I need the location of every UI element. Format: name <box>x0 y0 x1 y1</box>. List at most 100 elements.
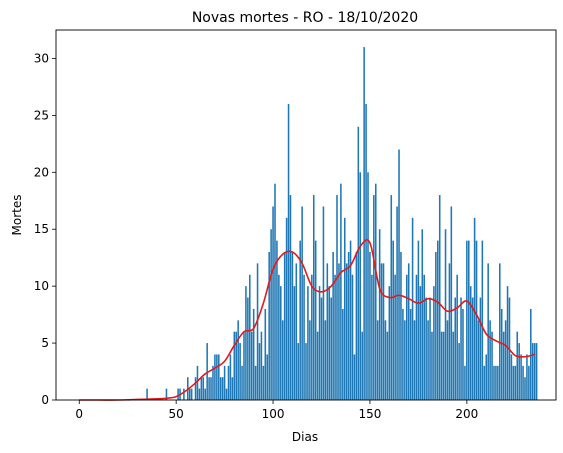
bar <box>326 263 329 400</box>
bar <box>427 320 429 400</box>
bar <box>309 320 311 400</box>
bar <box>254 365 257 400</box>
bar <box>268 252 270 400</box>
bar <box>392 240 394 400</box>
bar <box>297 343 300 400</box>
bar <box>524 377 526 400</box>
y-axis-ticks: 0 5 10 15 20 25 30 <box>34 51 56 407</box>
bar <box>404 320 406 400</box>
bar <box>285 217 288 400</box>
bar <box>208 377 210 400</box>
bar <box>518 343 520 400</box>
bar <box>252 308 255 400</box>
bar <box>353 354 356 400</box>
bar <box>340 183 342 400</box>
bar <box>330 297 332 400</box>
bar <box>487 263 489 400</box>
y-tick-label: 5 <box>41 336 49 350</box>
bar <box>440 331 443 400</box>
bar <box>212 365 214 400</box>
bar <box>479 297 482 400</box>
bar <box>291 252 294 400</box>
bar <box>520 354 522 400</box>
bar <box>413 320 416 400</box>
bar <box>535 343 538 400</box>
bar <box>378 229 381 400</box>
bar <box>361 331 363 400</box>
bar <box>530 308 532 400</box>
bar <box>425 297 427 400</box>
bar <box>196 365 199 400</box>
bar <box>332 252 334 400</box>
bar <box>365 104 367 400</box>
bar <box>491 331 493 400</box>
bar <box>198 388 201 400</box>
bar <box>380 263 383 400</box>
bar <box>219 377 222 400</box>
bar <box>512 365 515 400</box>
bar <box>247 297 249 400</box>
bar <box>223 365 226 400</box>
bar <box>444 229 447 400</box>
bar <box>204 388 206 400</box>
bar <box>386 331 389 400</box>
bar <box>318 286 321 400</box>
bar <box>526 354 528 400</box>
bar <box>456 274 458 400</box>
bar <box>417 240 420 400</box>
bar <box>293 286 296 400</box>
y-tick-label: 10 <box>34 279 49 293</box>
bar <box>231 377 234 400</box>
bar <box>250 331 253 400</box>
bar <box>324 320 327 400</box>
bar <box>283 252 286 400</box>
bar <box>423 274 425 400</box>
bar <box>506 286 509 400</box>
y-tick-label: 15 <box>34 222 49 236</box>
bar <box>216 354 218 400</box>
bar <box>214 354 216 400</box>
bar <box>165 388 168 400</box>
bar <box>320 297 323 400</box>
bar <box>278 274 280 400</box>
bar <box>475 240 478 400</box>
bar <box>200 377 203 400</box>
bar <box>202 377 205 400</box>
bar <box>458 343 460 400</box>
bar <box>433 286 435 400</box>
bar <box>280 286 282 400</box>
bar <box>510 354 513 400</box>
bar <box>225 388 228 400</box>
bar <box>194 377 197 400</box>
bar <box>312 195 315 400</box>
bar <box>316 331 319 400</box>
bar <box>371 274 373 400</box>
bar <box>281 320 284 400</box>
bar <box>289 195 292 400</box>
bar <box>351 274 354 400</box>
bar <box>464 365 466 400</box>
bar <box>460 297 462 400</box>
bar <box>249 274 251 400</box>
bar <box>394 274 396 400</box>
bar <box>357 126 360 401</box>
bar <box>256 263 259 400</box>
bar <box>502 331 505 400</box>
bar <box>469 286 472 400</box>
y-axis-label: Mortes <box>10 195 24 236</box>
bar <box>266 354 269 400</box>
bar <box>311 274 313 400</box>
bar <box>305 343 307 400</box>
bar <box>400 252 402 400</box>
bar <box>190 388 193 400</box>
bar <box>221 377 224 400</box>
bar <box>514 365 517 400</box>
bar <box>146 388 148 400</box>
bar <box>270 229 272 400</box>
bar <box>493 365 495 400</box>
bar <box>274 183 276 400</box>
bar <box>245 286 247 400</box>
bar <box>363 47 365 400</box>
bar <box>384 320 387 400</box>
x-tick-label: 200 <box>455 407 478 421</box>
